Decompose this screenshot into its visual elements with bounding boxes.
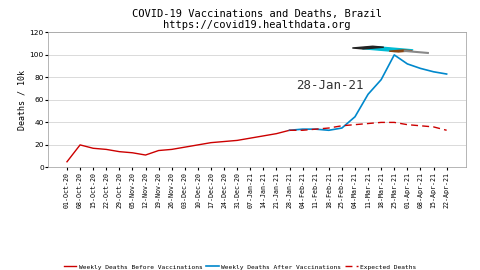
Polygon shape (352, 46, 384, 49)
Legend: Weekly Deaths Before Vaccinations, Weekly Deaths After Vaccinations, Expected De: Weekly Deaths Before Vaccinations, Weekl… (64, 264, 416, 269)
Polygon shape (362, 47, 413, 52)
Polygon shape (389, 50, 412, 52)
Title: COVID-19 Vaccinations and Deaths, Brazil
https://covid19.healthdata.org: COVID-19 Vaccinations and Deaths, Brazil… (132, 9, 382, 30)
Text: 28-Jan-21: 28-Jan-21 (296, 79, 363, 92)
Y-axis label: Deaths / 10k: Deaths / 10k (18, 70, 27, 130)
